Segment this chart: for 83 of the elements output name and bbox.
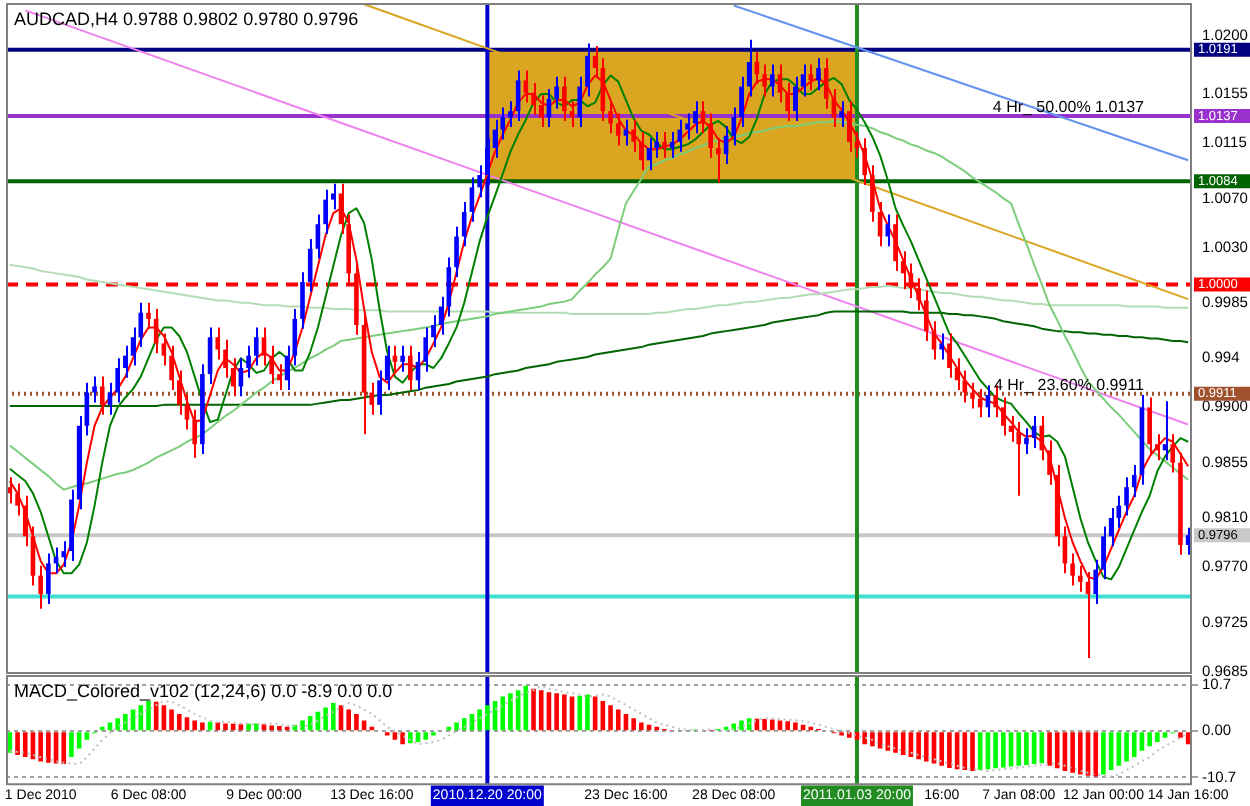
bar — [785, 721, 790, 731]
bar — [1101, 732, 1106, 775]
bar — [307, 716, 313, 731]
bar — [1001, 732, 1006, 768]
bar — [46, 732, 51, 763]
bar — [870, 732, 875, 747]
bar — [1093, 732, 1099, 777]
bar — [1124, 732, 1129, 762]
bar — [115, 718, 120, 731]
bar — [631, 718, 636, 731]
bar — [615, 709, 621, 731]
bar — [793, 722, 798, 731]
bar — [354, 713, 359, 731]
bar — [562, 694, 567, 731]
bar — [331, 703, 336, 731]
bar — [900, 732, 906, 755]
bar — [1131, 732, 1137, 758]
bar — [970, 732, 975, 771]
bar — [84, 732, 90, 740]
bar — [423, 732, 429, 740]
bar — [323, 707, 328, 731]
bar — [862, 732, 868, 745]
bar — [454, 722, 459, 731]
bar — [739, 720, 744, 731]
bar — [146, 700, 151, 731]
bar — [1047, 732, 1052, 766]
bar — [585, 694, 590, 731]
bar — [993, 732, 998, 769]
bar — [408, 732, 413, 744]
bar — [769, 719, 775, 731]
bar — [176, 713, 182, 731]
bar — [538, 690, 544, 731]
bar — [400, 732, 405, 745]
bar — [500, 696, 506, 731]
bar — [1070, 732, 1075, 773]
bar — [346, 709, 352, 731]
chart-title: AUDCAD,H4 0.9788 0.9802 0.9780 0.9796 — [14, 8, 359, 29]
bar — [1016, 732, 1022, 766]
bar — [608, 705, 613, 731]
bar — [577, 695, 583, 731]
bar — [893, 732, 898, 753]
bar — [269, 725, 275, 731]
bar — [924, 732, 929, 762]
bar — [762, 719, 767, 731]
annotation: 4 Hr_ 50.00% 1.0137 — [992, 98, 1146, 117]
annotation: 4 Hr_ 23.60% 0.9911 — [993, 376, 1146, 395]
bar — [885, 732, 891, 751]
bar — [1147, 732, 1152, 747]
bar — [138, 705, 144, 731]
bar — [508, 693, 513, 731]
bar — [200, 722, 205, 731]
bar — [1178, 732, 1183, 738]
bar — [22, 732, 28, 758]
bar — [461, 718, 467, 731]
bar — [392, 732, 398, 740]
bar — [253, 723, 259, 731]
bar — [947, 732, 952, 768]
bar — [554, 693, 559, 731]
bar — [1078, 732, 1083, 775]
bar — [916, 732, 921, 760]
bar — [485, 705, 490, 731]
bar — [69, 732, 74, 758]
bar — [215, 722, 221, 731]
bar — [531, 688, 536, 731]
bar — [300, 720, 305, 731]
bar — [61, 732, 67, 765]
bar — [38, 732, 43, 762]
bar — [1024, 732, 1029, 765]
bar — [1155, 732, 1160, 742]
line-series — [8, 684, 1190, 778]
bar — [977, 732, 983, 771]
bar — [192, 720, 197, 731]
bar — [223, 723, 228, 731]
bar — [15, 732, 20, 755]
bar — [1162, 732, 1168, 738]
bar — [939, 732, 945, 766]
bar — [169, 709, 174, 731]
bar — [477, 709, 482, 731]
bar — [1054, 732, 1060, 769]
chart-title: MACD_Colored_v102 (12,24,6) 0.0 -8.9 0.0 0.0 — [14, 680, 393, 701]
bar — [246, 723, 251, 731]
bar — [123, 713, 128, 731]
bar — [639, 722, 644, 731]
